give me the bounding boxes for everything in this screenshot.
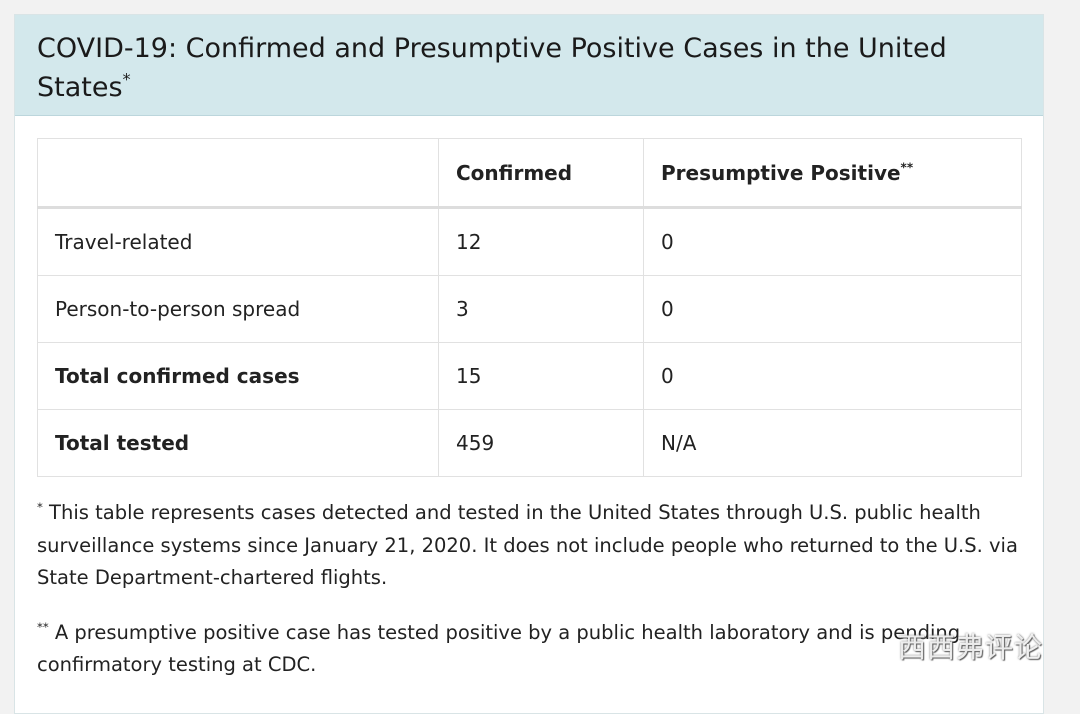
column-header: Confirmed	[438, 138, 644, 209]
table-cell: 0	[643, 275, 1022, 343]
cases-table: Confirmed Presumptive Positive** Travel-…	[37, 138, 1022, 477]
footnote: ** A presumptive positive case has teste…	[37, 617, 1027, 682]
footnote-text: This table represents cases detected and…	[37, 501, 1018, 589]
header: COVID-19: Confirmed and Presumptive Posi…	[15, 15, 1043, 116]
page: COVID-19: Confirmed and Presumptive Posi…	[14, 14, 1044, 714]
table-cell: 0	[643, 342, 1022, 410]
table-row: Person-to-person spread 3 0	[37, 275, 1022, 343]
header-row: Confirmed Presumptive Positive**	[37, 138, 1022, 209]
footnotes: * This table represents cases detected a…	[37, 497, 1027, 704]
watermark: 西西弗评论	[898, 631, 1044, 664]
table-cell: 15	[438, 342, 644, 410]
title-mark: *	[122, 69, 131, 89]
table-cell: 0	[643, 207, 1022, 276]
table-cell: Total tested	[37, 409, 439, 477]
footnote-mark: *	[37, 499, 43, 514]
table-cell: Travel-related	[37, 207, 439, 276]
table-cell: 3	[438, 275, 644, 343]
footnote-mark: **	[37, 619, 49, 634]
table-cell: 12	[438, 207, 644, 276]
footnote: * This table represents cases detected a…	[37, 497, 1027, 595]
table-row: Total confirmed cases 15 0	[37, 342, 1022, 410]
column-header: Presumptive Positive**	[643, 138, 1022, 209]
table-body: Travel-related 12 0 Person-to-person spread…	[37, 207, 1022, 477]
column-label: Presumptive Positive	[661, 160, 901, 185]
footnote-text: A presumptive positive case has tested p…	[37, 620, 961, 677]
table-row: Total tested 459 N/A	[37, 409, 1022, 477]
column-mark: **	[900, 160, 914, 175]
table-row: Travel-related 12 0	[37, 207, 1022, 276]
table-cell: 459	[438, 409, 644, 477]
card: COVID-19: Confirmed and Presumptive Posi…	[14, 14, 1044, 714]
table-cell: N/A	[643, 409, 1022, 477]
table-cell: Total confirmed cases	[37, 342, 439, 410]
title: COVID-19: Confirmed and Presumptive Posi…	[37, 33, 947, 103]
table-cell: Person-to-person spread	[37, 275, 439, 343]
column-header	[37, 138, 439, 209]
